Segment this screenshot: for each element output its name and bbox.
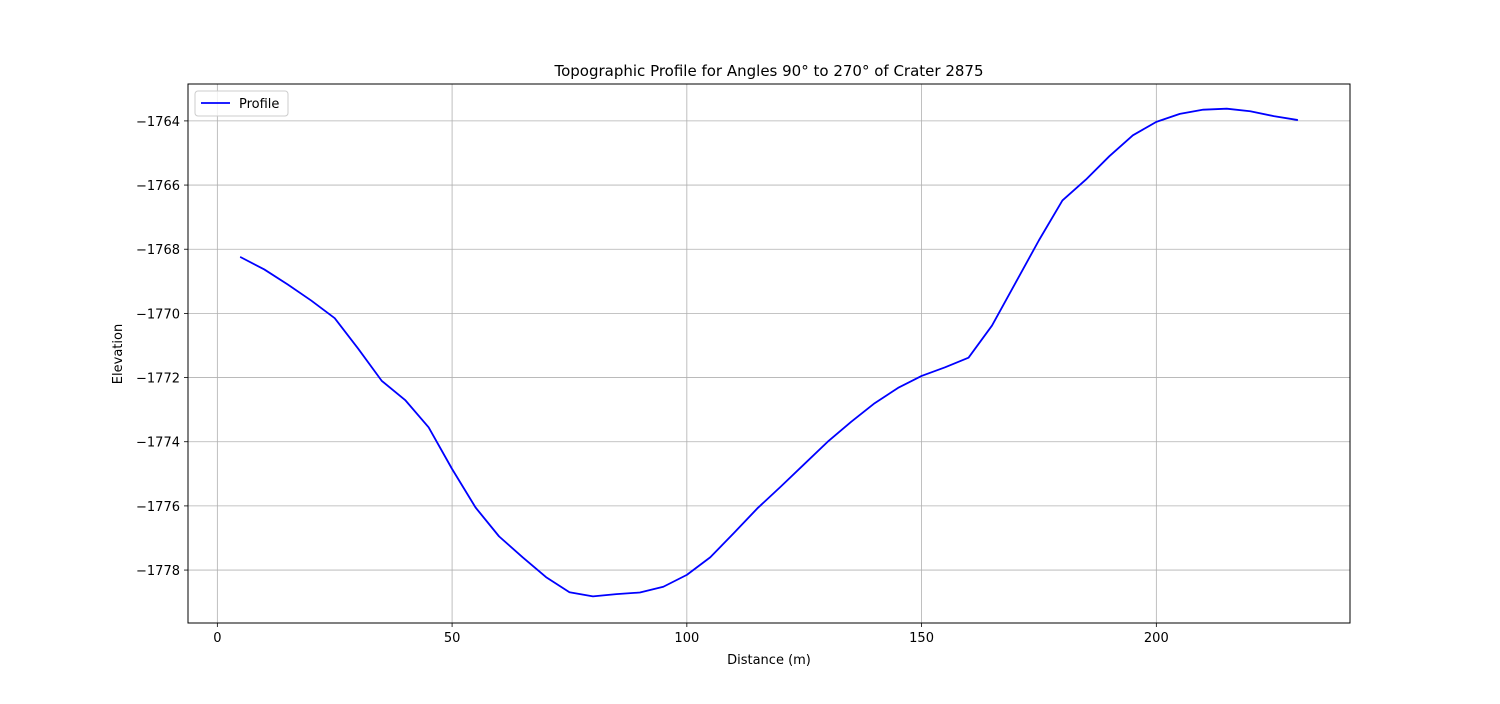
x-tick-label: 100 xyxy=(674,631,699,646)
y-tick-label: −1768 xyxy=(136,243,180,258)
x-axis-label: Distance (m) xyxy=(727,653,811,668)
y-tick-label: −1776 xyxy=(136,500,180,515)
series-line-profile xyxy=(239,107,1299,598)
legend: Profile xyxy=(194,90,289,117)
y-tick-label: −1778 xyxy=(136,564,180,579)
x-tick-label: 200 xyxy=(1144,631,1169,646)
axis-ticks: 0 50 100 150 200 −1764 −1766 −1768 −1770 −1772 −17… xyxy=(136,115,1169,646)
x-tick-label: 150 xyxy=(909,631,934,646)
x-tick-label: 0 xyxy=(213,631,221,646)
legend-box xyxy=(194,90,289,117)
grid xyxy=(188,84,1350,623)
legend-label-profile: Profile xyxy=(239,97,279,112)
plot-frame xyxy=(187,83,1351,624)
x-tick-label: 50 xyxy=(444,631,461,646)
y-tick-label: −1766 xyxy=(136,179,180,194)
chart-title: Topographic Profile for Angles 90° to 27… xyxy=(553,62,983,80)
y-tick-label: −1774 xyxy=(136,436,180,451)
y-axis-label: Elevation xyxy=(111,324,126,384)
series-layer xyxy=(239,107,1299,598)
y-tick-label: −1772 xyxy=(136,372,180,387)
y-tick-label: −1770 xyxy=(136,307,180,322)
y-tick-label: −1764 xyxy=(136,115,180,130)
